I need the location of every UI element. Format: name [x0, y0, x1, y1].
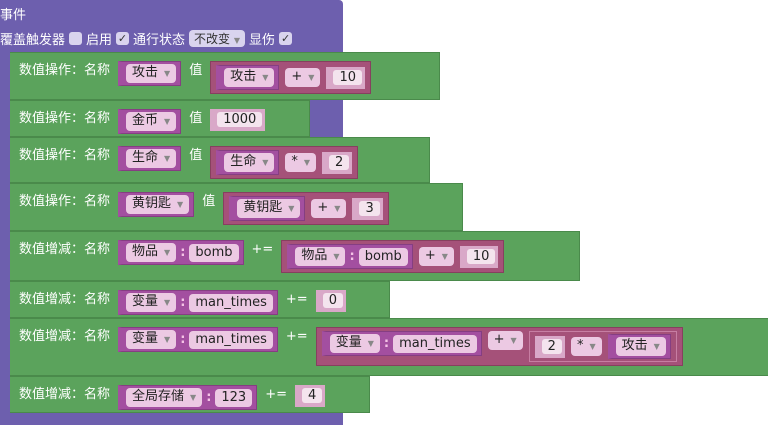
- op-label: 值: [189, 63, 203, 78]
- name-dropdown[interactable]: 黄钥匙 ▼: [126, 195, 190, 214]
- op-label: +=: [285, 329, 308, 344]
- op-label: 值: [189, 148, 203, 163]
- type-dropdown[interactable]: 变量 ▼: [329, 334, 380, 353]
- name-block[interactable]: 变量 ▼: man_times: [118, 327, 278, 352]
- expression-block[interactable]: 生命 ▼ * ▼ 2: [210, 146, 359, 179]
- row-label: 数值操作：名称: [19, 63, 111, 78]
- value-add-row[interactable]: 数值增减：名称 物品 ▼: bomb += 物品 ▼: bomb + ▼ 10: [10, 231, 580, 281]
- type-dropdown[interactable]: 全局存储 ▼: [126, 388, 203, 407]
- number-input[interactable]: 0: [322, 293, 343, 308]
- enable-checkbox[interactable]: ✓: [116, 32, 130, 45]
- inner-expression-block[interactable]: 2 * ▼ 攻击 ▼: [528, 331, 677, 362]
- chevron-down-icon: ▼: [233, 36, 241, 45]
- number-block[interactable]: 1000: [210, 109, 266, 131]
- expression-block[interactable]: 物品 ▼: bomb + ▼ 10: [281, 240, 505, 273]
- number-input[interactable]: 2: [541, 338, 562, 354]
- number-input[interactable]: 10: [333, 69, 362, 85]
- value-op-row[interactable]: 数值操作：名称 金币 ▼ 值 1000: [10, 100, 310, 137]
- number-input[interactable]: 4: [302, 388, 323, 403]
- op-label: +=: [285, 292, 308, 307]
- op-label: 值: [189, 111, 203, 126]
- key-input[interactable]: man_times: [189, 293, 273, 312]
- row-label: 数值操作：名称: [19, 194, 111, 209]
- number-input[interactable]: 3: [359, 200, 380, 216]
- event-title: 事件: [0, 8, 27, 23]
- var-dropdown[interactable]: 攻击 ▼: [224, 68, 275, 87]
- operator-dropdown[interactable]: + ▼: [418, 247, 454, 266]
- number-block[interactable]: 3: [352, 197, 383, 220]
- var-block[interactable]: 黄钥匙 ▼: [229, 196, 306, 221]
- name-block[interactable]: 金币 ▼: [118, 109, 182, 134]
- event-options: 覆盖触发器 启用 ✓ 通行状态 不改变 ▼ 显伤 ✓: [0, 29, 293, 48]
- var-block[interactable]: 物品 ▼: bomb: [287, 244, 413, 269]
- var-dropdown[interactable]: 黄钥匙 ▼: [237, 199, 301, 218]
- number-block[interactable]: 4: [295, 385, 326, 407]
- operator-dropdown[interactable]: + ▼: [311, 199, 347, 218]
- op-label: +=: [265, 387, 288, 402]
- row-label: 数值操作：名称: [19, 111, 111, 126]
- key-input[interactable]: man_times: [393, 334, 477, 353]
- expression-block[interactable]: 变量 ▼: man_times + ▼ 2 * ▼ 攻击 ▼: [315, 327, 683, 366]
- var-block[interactable]: 攻击 ▼: [607, 334, 671, 359]
- name-block[interactable]: 生命 ▼: [118, 146, 182, 171]
- pass-label: 通行状态: [133, 33, 186, 48]
- number-input[interactable]: 2: [329, 154, 350, 170]
- operator-dropdown[interactable]: * ▼: [285, 153, 317, 172]
- type-dropdown[interactable]: 变量 ▼: [126, 293, 177, 312]
- key-input[interactable]: man_times: [189, 330, 273, 349]
- pass-value: 不改变: [194, 32, 231, 46]
- row-label: 数值增减：名称: [19, 292, 111, 307]
- op-label: +=: [251, 242, 274, 257]
- pass-dropdown[interactable]: 不改变 ▼: [189, 30, 246, 47]
- number-input[interactable]: 1000: [217, 112, 263, 127]
- type-dropdown[interactable]: 变量 ▼: [126, 330, 177, 349]
- name-dropdown[interactable]: 金币 ▼: [126, 112, 177, 131]
- name-block[interactable]: 变量 ▼: man_times: [118, 290, 278, 315]
- name-block[interactable]: 黄钥匙 ▼: [118, 192, 195, 217]
- type-dropdown[interactable]: 物品 ▼: [295, 247, 346, 266]
- operator-dropdown[interactable]: + ▼: [285, 68, 321, 87]
- row-label: 数值操作：名称: [19, 148, 111, 163]
- number-input[interactable]: 10: [466, 248, 496, 264]
- value-op-row[interactable]: 数值操作：名称 攻击 ▼ 值 攻击 ▼ + ▼ 10: [10, 52, 440, 100]
- show-damage-checkbox[interactable]: ✓: [279, 32, 293, 45]
- event-block-bottom: [0, 413, 343, 425]
- var-block[interactable]: 生命 ▼: [216, 150, 280, 175]
- number-block[interactable]: 2: [534, 335, 565, 358]
- operator-dropdown[interactable]: + ▼: [487, 331, 523, 350]
- name-block[interactable]: 全局存储 ▼:123: [118, 385, 258, 410]
- name-block[interactable]: 物品 ▼: bomb: [118, 240, 244, 265]
- number-block[interactable]: 10: [459, 245, 499, 268]
- value-op-row[interactable]: 数值操作：名称 黄钥匙 ▼ 值 黄钥匙 ▼ + ▼ 3: [10, 183, 463, 231]
- name-dropdown[interactable]: 生命 ▼: [126, 149, 177, 168]
- key-input[interactable]: bomb: [189, 243, 239, 262]
- var-block[interactable]: 变量 ▼: man_times: [321, 331, 482, 356]
- override-checkbox[interactable]: [69, 32, 83, 45]
- value-add-row[interactable]: 数值增减：名称 变量 ▼: man_times += 变量 ▼: man_times +…: [10, 318, 768, 376]
- var-dropdown[interactable]: 生命 ▼: [224, 153, 275, 172]
- row-label: 数值增减：名称: [19, 329, 111, 344]
- show-damage-label: 显伤: [249, 33, 276, 48]
- value-add-row[interactable]: 数值增减：名称 变量 ▼: man_times += 0: [10, 281, 390, 318]
- number-block[interactable]: 2: [322, 151, 353, 174]
- value-add-row[interactable]: 数值增减：名称 全局存储 ▼:123 += 4: [10, 376, 370, 413]
- key-input[interactable]: bomb: [358, 247, 408, 266]
- number-block[interactable]: 0: [315, 290, 346, 312]
- row-label: 数值增减：名称: [19, 387, 111, 402]
- enable-label: 启用: [86, 33, 113, 48]
- value-op-row[interactable]: 数值操作：名称 生命 ▼ 值 生命 ▼ * ▼ 2: [10, 137, 430, 183]
- name-block[interactable]: 攻击 ▼: [118, 61, 182, 86]
- expression-block[interactable]: 黄钥匙 ▼ + ▼ 3: [223, 192, 389, 225]
- var-dropdown[interactable]: 攻击 ▼: [615, 337, 666, 356]
- row-label: 数值增减：名称: [19, 242, 111, 257]
- number-block[interactable]: 10: [326, 66, 365, 89]
- key-input[interactable]: 123: [215, 388, 253, 407]
- var-block[interactable]: 攻击 ▼: [216, 65, 280, 90]
- name-dropdown[interactable]: 攻击 ▼: [126, 64, 177, 83]
- op-label: 值: [202, 194, 216, 209]
- expression-block[interactable]: 攻击 ▼ + ▼ 10: [210, 61, 371, 94]
- operator-dropdown[interactable]: * ▼: [570, 337, 602, 356]
- type-dropdown[interactable]: 物品 ▼: [126, 243, 177, 262]
- override-label: 覆盖触发器: [0, 33, 66, 48]
